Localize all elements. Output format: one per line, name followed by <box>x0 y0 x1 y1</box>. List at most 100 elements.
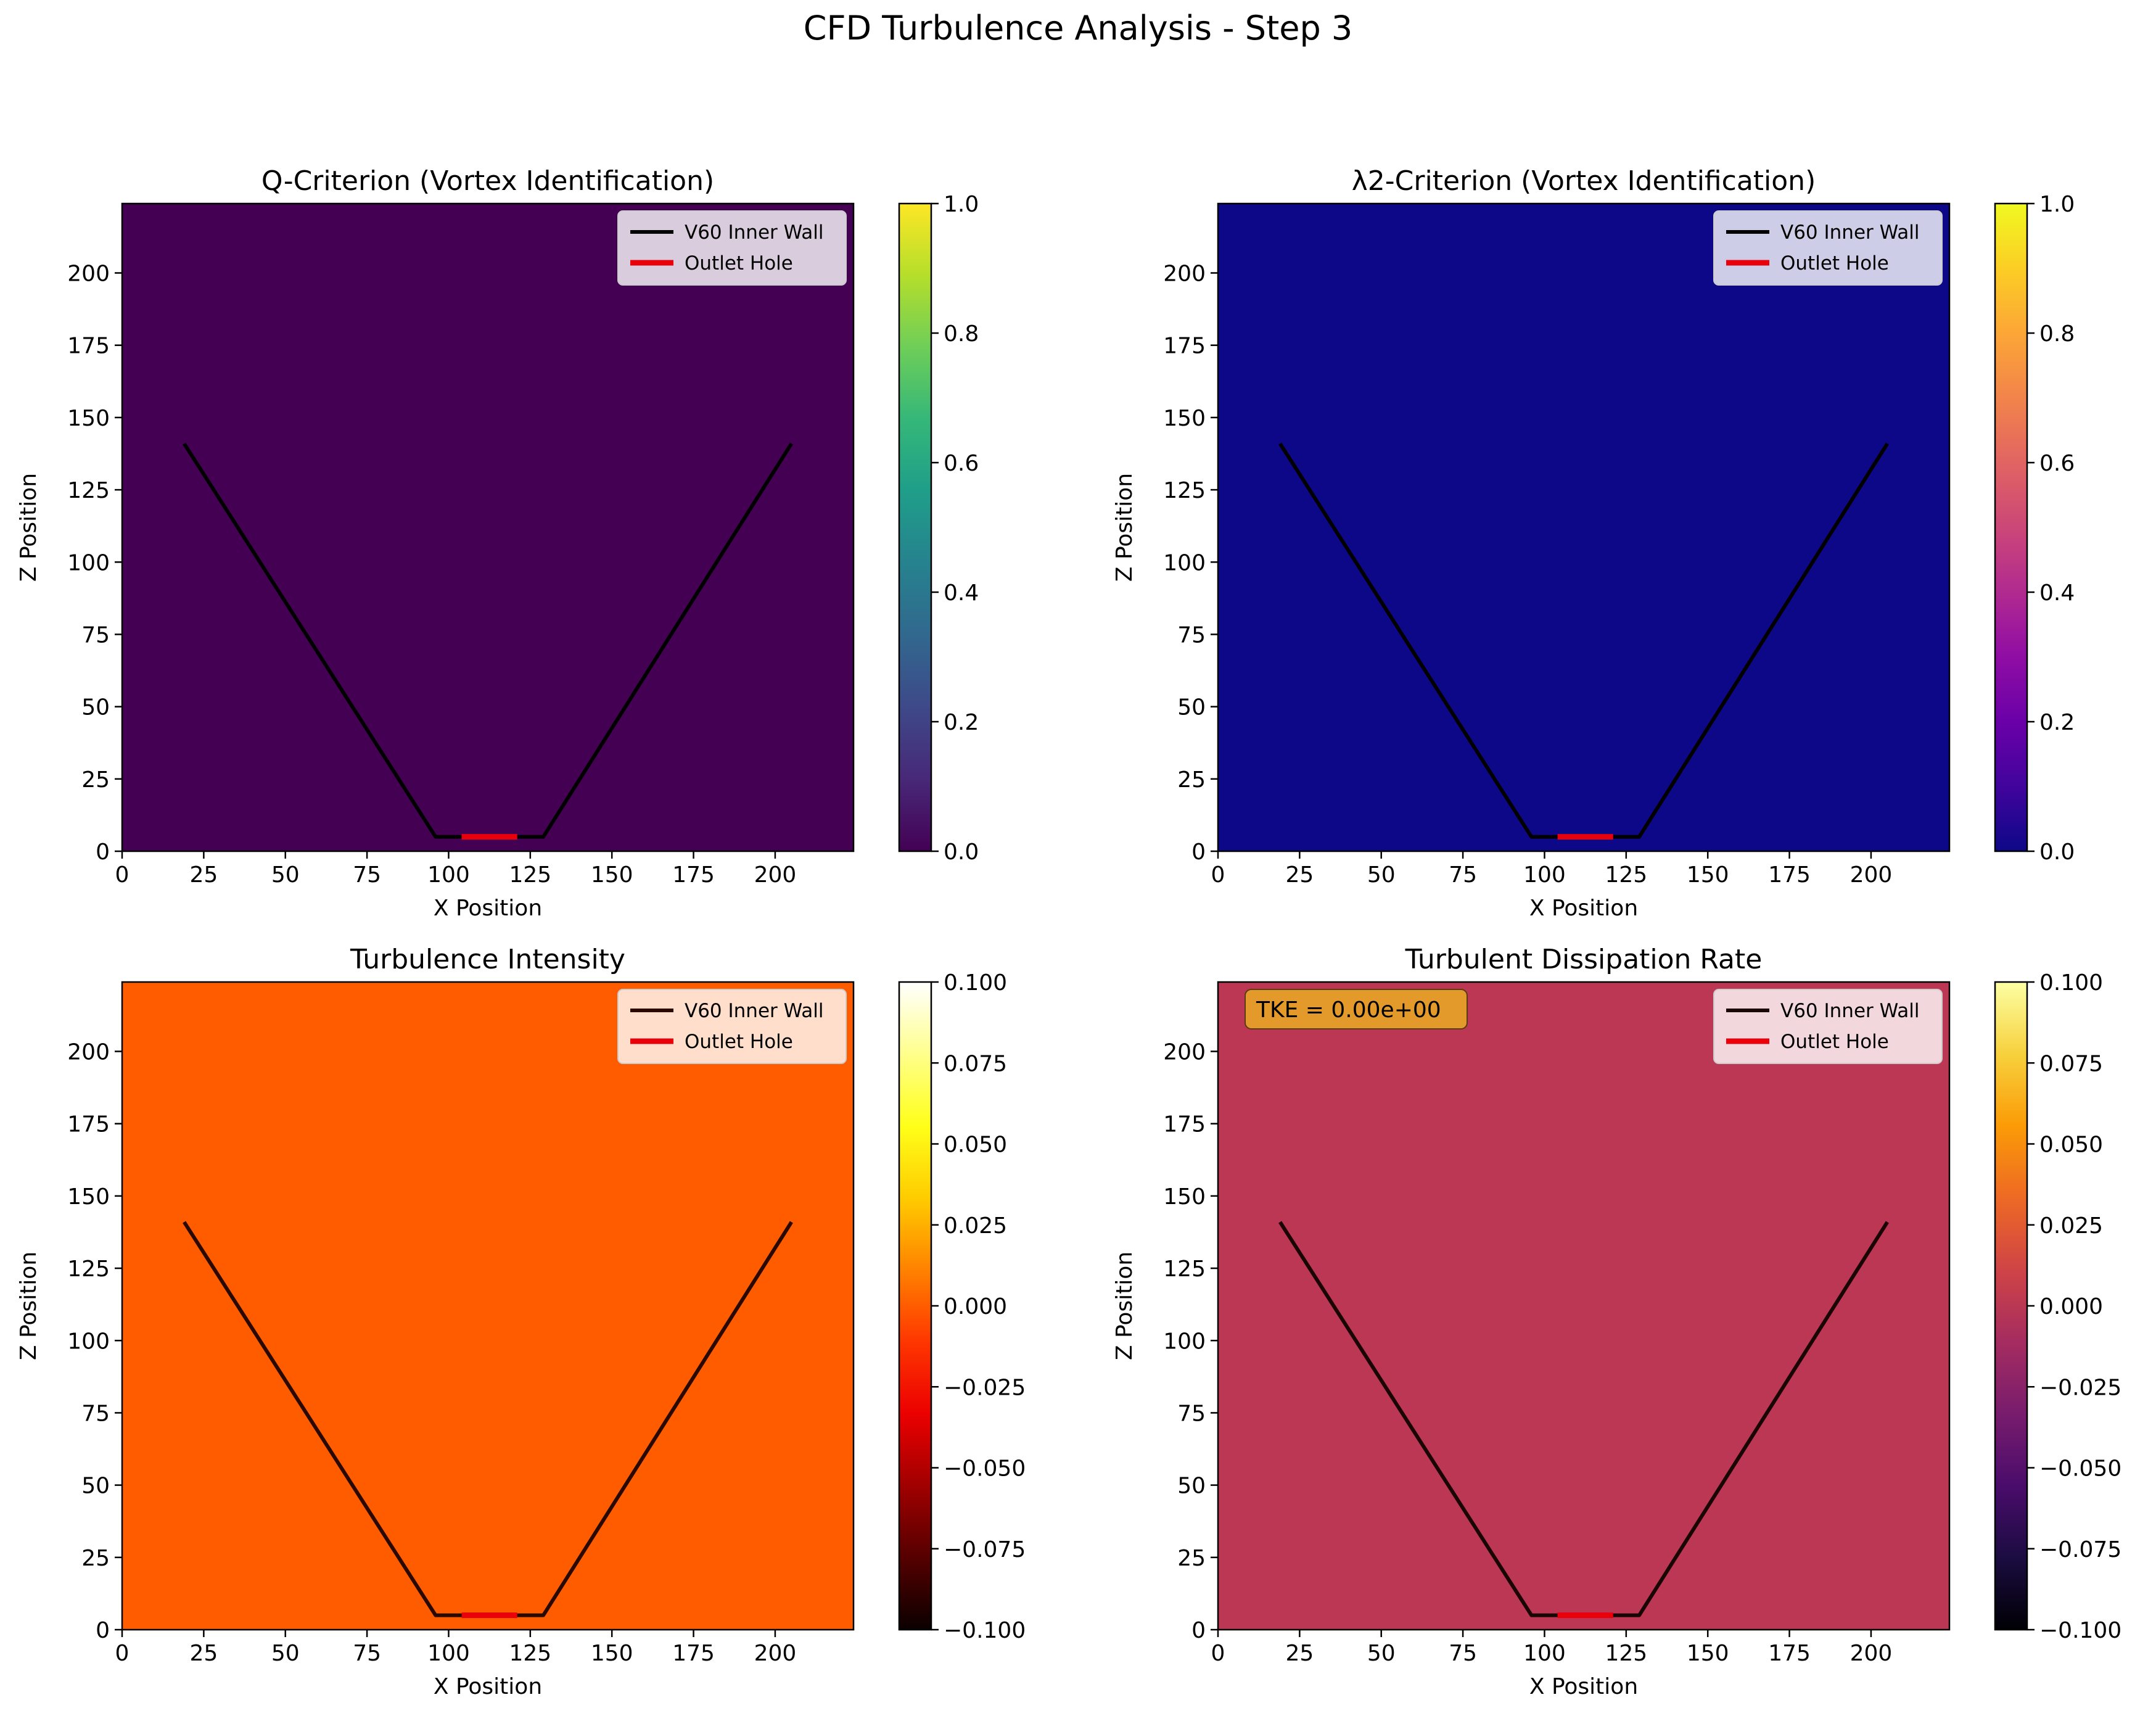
axes-frame <box>121 981 855 1631</box>
x-tick-label: 50 <box>271 862 300 888</box>
colorbar-tick-label: 0.8 <box>2039 321 2075 347</box>
y-axis-label: Z Position <box>1112 473 1137 582</box>
legend-box <box>617 210 847 286</box>
x-tick-label: 200 <box>754 862 797 888</box>
colorbar-tick-label: −0.100 <box>2039 1618 2121 1643</box>
y-tick-label: 125 <box>67 1257 110 1282</box>
y-axis-label: Z Position <box>16 473 41 582</box>
colorbar-tick-label: 0.100 <box>944 970 1007 996</box>
legend: V60 Inner Wall Outlet Hole <box>1713 989 1943 1064</box>
x-tick-label: 100 <box>1523 1641 1566 1666</box>
colorbar-tick-label: −0.075 <box>944 1537 1026 1562</box>
legend: V60 Inner Wall Outlet Hole <box>617 989 847 1064</box>
x-tick-label: 100 <box>427 1641 470 1666</box>
x-tick-label: 50 <box>271 1641 300 1666</box>
colorbar: 0.0 0.2 0.4 0.6 0.8 1.0 <box>898 192 979 865</box>
colorbar-tick-label: 0.8 <box>944 321 979 347</box>
x-tick-label: 25 <box>189 862 218 888</box>
heatmap-field <box>122 982 854 1630</box>
colorbar-tick-label: 0.2 <box>944 710 979 735</box>
colorbar-tick-label: −0.050 <box>944 1456 1026 1482</box>
x-axis-label: X Position <box>1529 1674 1638 1699</box>
y-tick-label: 150 <box>1163 406 1206 431</box>
x-tick-label: 150 <box>1687 1641 1729 1666</box>
x-tick-label: 125 <box>1605 1641 1647 1666</box>
colorbar-tick-label: 1.0 <box>2039 192 2075 217</box>
colorbar: −0.100 −0.075 −0.050 −0.025 0.000 0.025 0.050 0… <box>898 970 1026 1643</box>
x-axis-label: X Position <box>1529 896 1638 921</box>
y-tick-label: 200 <box>1163 262 1206 287</box>
x-tick-label: 150 <box>591 862 633 888</box>
x-tick-label: 175 <box>672 862 715 888</box>
y-tick-label: 75 <box>1177 1401 1206 1426</box>
y-tick-label: 100 <box>67 550 110 576</box>
x-tick-label: 0 <box>115 1641 130 1666</box>
y-tick-label: 125 <box>1163 478 1206 503</box>
y-tick-label: 125 <box>1163 1257 1206 1282</box>
x-tick-label: 75 <box>353 1641 381 1666</box>
y-tick-label: 0 <box>96 1618 110 1643</box>
y-tick-label: 50 <box>1177 695 1206 720</box>
y-tick-label: 150 <box>67 406 110 431</box>
legend-label: V60 Inner Wall <box>685 221 824 244</box>
x-tick-label: 200 <box>754 1641 797 1666</box>
y-tick-label: 150 <box>67 1184 110 1210</box>
y-tick-label: 150 <box>1163 1184 1206 1210</box>
y-tick-label: 175 <box>67 1112 110 1137</box>
y-tick-label: 100 <box>67 1329 110 1354</box>
heatmap-field <box>1218 204 1949 851</box>
annotation-text: TKE = 0.00e+00 <box>1256 997 1441 1023</box>
y-axis-label: Z Position <box>16 1252 41 1360</box>
x-tick-label: 0 <box>1211 1641 1225 1666</box>
colorbar-tick-label: 0.4 <box>944 580 979 606</box>
y-tick-label: 0 <box>1191 840 1206 865</box>
x-axis-label: X Position <box>434 896 542 921</box>
y-axis-label: Z Position <box>1112 1252 1137 1360</box>
axes-frame <box>1217 202 1951 852</box>
axes-frame <box>1217 981 1951 1631</box>
y-tick-label: 75 <box>81 1401 110 1426</box>
axes-frame <box>121 202 855 852</box>
colorbar-tick-label: −0.075 <box>2039 1537 2121 1562</box>
x-tick-label: 100 <box>427 862 470 888</box>
subplot-1: 0 25 50 75 100 125 150 175 200 0 25 50 75 100 125 150 17… <box>16 165 979 921</box>
colorbar-tick-label: 0.6 <box>2039 451 2075 476</box>
colorbar-tick-label: 0.000 <box>2039 1294 2103 1319</box>
y-tick-label: 100 <box>1163 550 1206 576</box>
x-tick-label: 175 <box>1768 862 1811 888</box>
colorbar-tick-label: 0.075 <box>944 1051 1007 1076</box>
x-tick-label: 200 <box>1850 1641 1893 1666</box>
colorbar: −0.100 −0.075 −0.050 −0.025 0.000 0.025 0.050 0… <box>1994 970 2121 1643</box>
y-tick-label: 50 <box>1177 1474 1206 1499</box>
legend-box <box>1713 989 1943 1064</box>
subplot-title: Q-Criterion (Vortex Identification) <box>261 165 714 197</box>
y-tick-label: 0 <box>96 840 110 865</box>
x-tick-label: 25 <box>1285 1641 1314 1666</box>
subplot-2: 0 25 50 75 100 125 150 175 200 0 25 50 75 100 125 150 17… <box>1112 165 2075 921</box>
y-tick-label: 0 <box>1191 1618 1206 1643</box>
legend: V60 Inner Wall Outlet Hole <box>1713 210 1943 286</box>
annotation-box <box>1245 989 1468 1030</box>
colorbar-tick-label: 1.0 <box>944 192 979 217</box>
x-axis-label: X Position <box>434 1674 542 1699</box>
colorbar-gradient <box>898 202 932 852</box>
y-tick-label: 25 <box>1177 1546 1206 1571</box>
colorbar-gradient <box>1994 981 2028 1631</box>
legend-box <box>1713 210 1943 286</box>
heatmap-field <box>1218 982 1949 1630</box>
y-tick-label: 175 <box>1163 1112 1206 1137</box>
colorbar-gradient <box>1994 202 2028 852</box>
x-tick-label: 150 <box>1687 862 1729 888</box>
legend-box <box>617 989 847 1064</box>
colorbar-tick-label: 0.075 <box>2039 1051 2103 1076</box>
x-tick-label: 200 <box>1850 862 1893 888</box>
x-tick-label: 50 <box>1367 862 1396 888</box>
y-tick-label: 175 <box>67 334 110 359</box>
legend-label: V60 Inner Wall <box>1780 221 1920 244</box>
legend-label: V60 Inner Wall <box>1780 1000 1920 1022</box>
y-tick-label: 25 <box>1177 767 1206 793</box>
x-tick-label: 25 <box>189 1641 218 1666</box>
colorbar-tick-label: −0.025 <box>944 1375 1026 1400</box>
colorbar-tick-label: 0.2 <box>2039 710 2075 735</box>
